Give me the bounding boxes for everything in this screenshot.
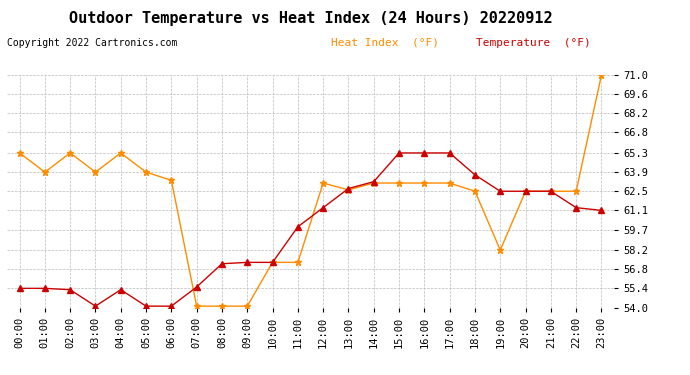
- Text: Temperature  (°F): Temperature (°F): [476, 38, 591, 48]
- Text: Outdoor Temperature vs Heat Index (24 Hours) 20220912: Outdoor Temperature vs Heat Index (24 Ho…: [69, 11, 552, 26]
- Text: Heat Index  (°F): Heat Index (°F): [331, 38, 440, 48]
- Text: Copyright 2022 Cartronics.com: Copyright 2022 Cartronics.com: [7, 38, 177, 48]
